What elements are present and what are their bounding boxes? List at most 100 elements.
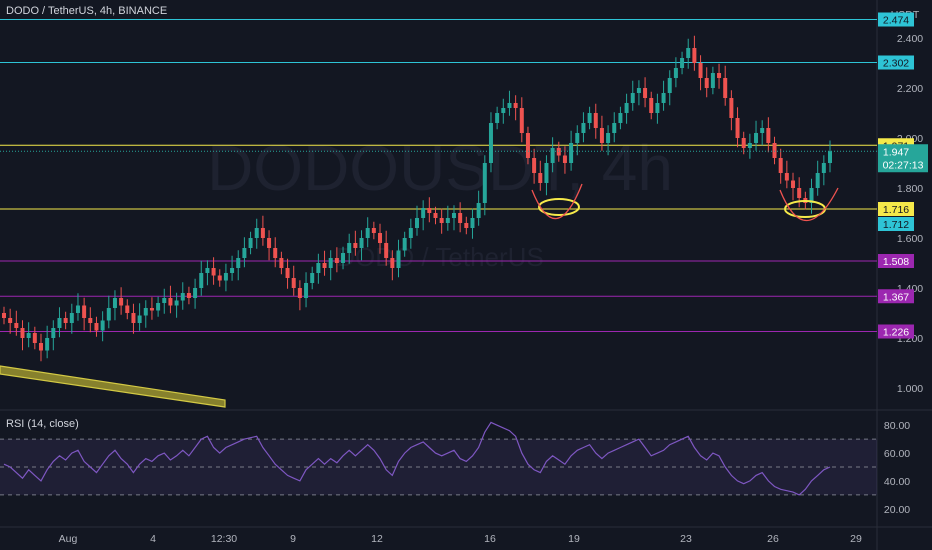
candle-body — [217, 275, 222, 281]
candle-body — [593, 113, 598, 128]
candle-body — [26, 333, 31, 338]
price-level-label-bg — [878, 12, 914, 27]
candle-body — [649, 98, 654, 113]
candle-body — [754, 133, 759, 143]
candle-body — [501, 108, 506, 113]
time-tick-label: 19 — [568, 533, 580, 545]
candle-body — [643, 88, 648, 98]
candle-body — [470, 218, 475, 228]
candle-body — [45, 338, 50, 351]
candle-body — [630, 93, 635, 103]
candle-body — [112, 298, 117, 308]
candle-body — [88, 318, 93, 323]
candle-body — [599, 128, 604, 143]
price-level-label-bg — [878, 202, 914, 216]
candle-body — [100, 320, 105, 331]
time-tick-label: 4 — [150, 533, 156, 545]
trendline-annotation — [0, 365, 226, 408]
candle-body — [575, 133, 580, 143]
candle-body — [680, 58, 685, 68]
candle-body — [106, 308, 111, 321]
extra-price-label-bg — [878, 217, 914, 231]
candle-body — [174, 300, 179, 306]
price-level-label-bg — [878, 55, 914, 70]
candle-body — [686, 48, 691, 58]
candle-body — [359, 238, 364, 248]
candle-body — [562, 155, 567, 163]
candle-body — [131, 313, 136, 323]
candle-body — [8, 318, 13, 323]
candle-body — [199, 273, 204, 288]
candle-body — [760, 128, 765, 133]
candle-body — [297, 288, 302, 298]
price-level-label: 1.367 — [883, 291, 909, 303]
candle-body — [402, 238, 407, 251]
candle-body — [32, 333, 37, 343]
candle-body — [741, 138, 746, 148]
price-level-label-bg — [878, 289, 914, 304]
candle-body — [149, 308, 154, 311]
candle-body — [371, 228, 376, 233]
candle-body — [353, 243, 358, 248]
price-tick-label: 1.000 — [897, 383, 923, 395]
candle-body — [254, 228, 259, 238]
rsi-tick-label: 40.00 — [884, 476, 910, 488]
candle-body — [137, 315, 142, 323]
candle-body — [378, 233, 383, 243]
candle-body — [544, 163, 549, 183]
candle-body — [445, 218, 450, 223]
candle-body — [698, 63, 703, 78]
candle-body — [476, 203, 481, 218]
candle-body — [439, 218, 444, 223]
candle-body — [532, 158, 537, 173]
price-tick-label: 1.600 — [897, 233, 923, 245]
time-tick-label: 12:30 — [211, 533, 237, 545]
candle-body — [704, 78, 709, 88]
candle-body — [772, 143, 777, 158]
candle-body — [69, 313, 74, 323]
countdown-label: 02:27:13 — [883, 159, 924, 171]
candle-body — [94, 323, 99, 331]
candle-body — [673, 68, 678, 78]
arc-annotation — [779, 187, 839, 221]
candle-body — [519, 108, 524, 133]
candle-body — [587, 113, 592, 123]
candle-body — [612, 123, 617, 133]
candle-body — [341, 253, 346, 263]
rsi-tick-label: 60.00 — [884, 448, 910, 460]
candle-body — [661, 93, 666, 103]
candle-body — [797, 188, 802, 198]
candle-body — [624, 103, 629, 113]
candle-body — [408, 228, 413, 238]
candle-body — [488, 123, 493, 163]
candle-body — [347, 243, 352, 253]
time-tick-label: 29 — [850, 533, 862, 545]
candle-body — [784, 173, 789, 181]
candle-body — [451, 213, 456, 218]
candle-body — [223, 273, 228, 281]
candle-body — [273, 248, 278, 258]
candle-body — [57, 318, 62, 328]
candle-body — [156, 303, 161, 311]
arc-annotation — [531, 183, 583, 220]
last-price-label-bg — [878, 144, 928, 173]
price-tick-label: 2.400 — [897, 33, 923, 45]
price-tick-label: 1.800 — [897, 183, 923, 195]
candle-body — [618, 113, 623, 123]
candle-body — [2, 313, 6, 318]
candle-body — [334, 258, 339, 263]
symbol-header: DODO / TetherUS, 4h, BINANCE — [6, 5, 168, 17]
candle-body — [464, 223, 469, 228]
candle-body — [211, 268, 216, 276]
candle-body — [180, 293, 185, 301]
candle-body — [421, 208, 426, 218]
candle-body — [427, 208, 432, 213]
candle-body — [14, 323, 19, 328]
candle-body — [525, 133, 530, 158]
candle-body — [316, 263, 321, 273]
candle-body — [433, 213, 438, 218]
candle-body — [390, 258, 395, 268]
candle-body — [729, 98, 734, 118]
price-level-label: 2.474 — [883, 15, 909, 27]
